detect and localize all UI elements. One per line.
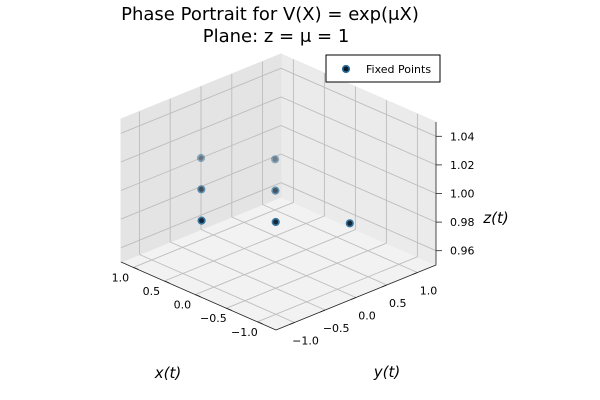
y-tick-label: 0.5 — [389, 297, 407, 310]
x-tick-mark — [226, 307, 232, 311]
y-gridline-floor — [231, 216, 387, 286]
fixed-point — [271, 217, 280, 227]
fixed-point — [197, 185, 206, 194]
chart-subtitle: Plane: z = μ = 1 — [203, 26, 350, 47]
y-tick-mark — [320, 309, 326, 313]
y-tick-mark — [412, 272, 418, 275]
x-tick-label: 1.0 — [112, 271, 130, 284]
scatter-points — [196, 153, 354, 228]
y-tick-label: 1.0 — [420, 285, 438, 298]
legend-marker — [341, 64, 351, 74]
z-gridline-right — [120, 182, 282, 249]
legend-label: Fixed Points — [366, 63, 431, 76]
x-tick-mark — [195, 294, 201, 297]
z-gridline-right — [120, 67, 282, 134]
z-tick-label: 1.02 — [450, 159, 475, 172]
z-gridline-right — [120, 96, 282, 163]
x-tick-label: −0.5 — [200, 312, 227, 325]
fixed-point — [271, 155, 280, 164]
y-tick-label: −1.0 — [292, 335, 319, 348]
axis-ticks: −1.0 −0.5 0.0 0.5 1.0 −1.0 −0.5 0.0 0.5 1.0 0.96 0.… — [112, 130, 475, 347]
z-tick-label: 0.98 — [450, 216, 475, 229]
legend: Fixed Points — [325, 54, 441, 83]
fixed-point — [271, 186, 280, 195]
z-tick-label: 1.00 — [450, 188, 475, 201]
y-tick-label: 0.0 — [358, 310, 376, 323]
y-tick-mark — [289, 322, 295, 325]
x-axis-label: x(t) — [154, 364, 181, 382]
y-axis-label: y(t) — [373, 363, 400, 381]
z-tick-label: 0.96 — [450, 245, 475, 258]
x-tick-label: −1.0 — [231, 326, 258, 339]
x-tick-mark — [133, 267, 139, 270]
legend-box — [325, 54, 441, 83]
x-tick-label: 0.0 — [174, 299, 192, 312]
y-gridline-floor — [200, 229, 357, 298]
z-gridline-left — [280, 153, 437, 223]
z-gridline-left — [280, 96, 437, 166]
x-tick-label: 0.5 — [143, 285, 161, 298]
fixed-point — [345, 219, 354, 228]
y-tick-label: −0.5 — [323, 322, 350, 335]
y-tick-mark — [350, 297, 357, 300]
x-tick-mark — [164, 280, 170, 284]
z-gridline-left — [280, 182, 437, 252]
y-tick-mark — [381, 284, 387, 288]
z-gridline-left — [280, 125, 437, 194]
x-tick-mark — [257, 321, 263, 325]
fixed-point — [197, 216, 206, 225]
y-gridline-floor — [262, 204, 418, 273]
y-gridline-floor — [170, 241, 326, 311]
chart-title: Phase Portrait for V(X) = exp(μX) — [121, 4, 419, 25]
z-axis-label: z(t) — [482, 209, 508, 227]
z-gridline-left — [280, 67, 437, 137]
y-gridline-floor — [139, 254, 295, 323]
fixed-point — [196, 153, 206, 163]
z-tick-label: 1.04 — [450, 130, 475, 143]
